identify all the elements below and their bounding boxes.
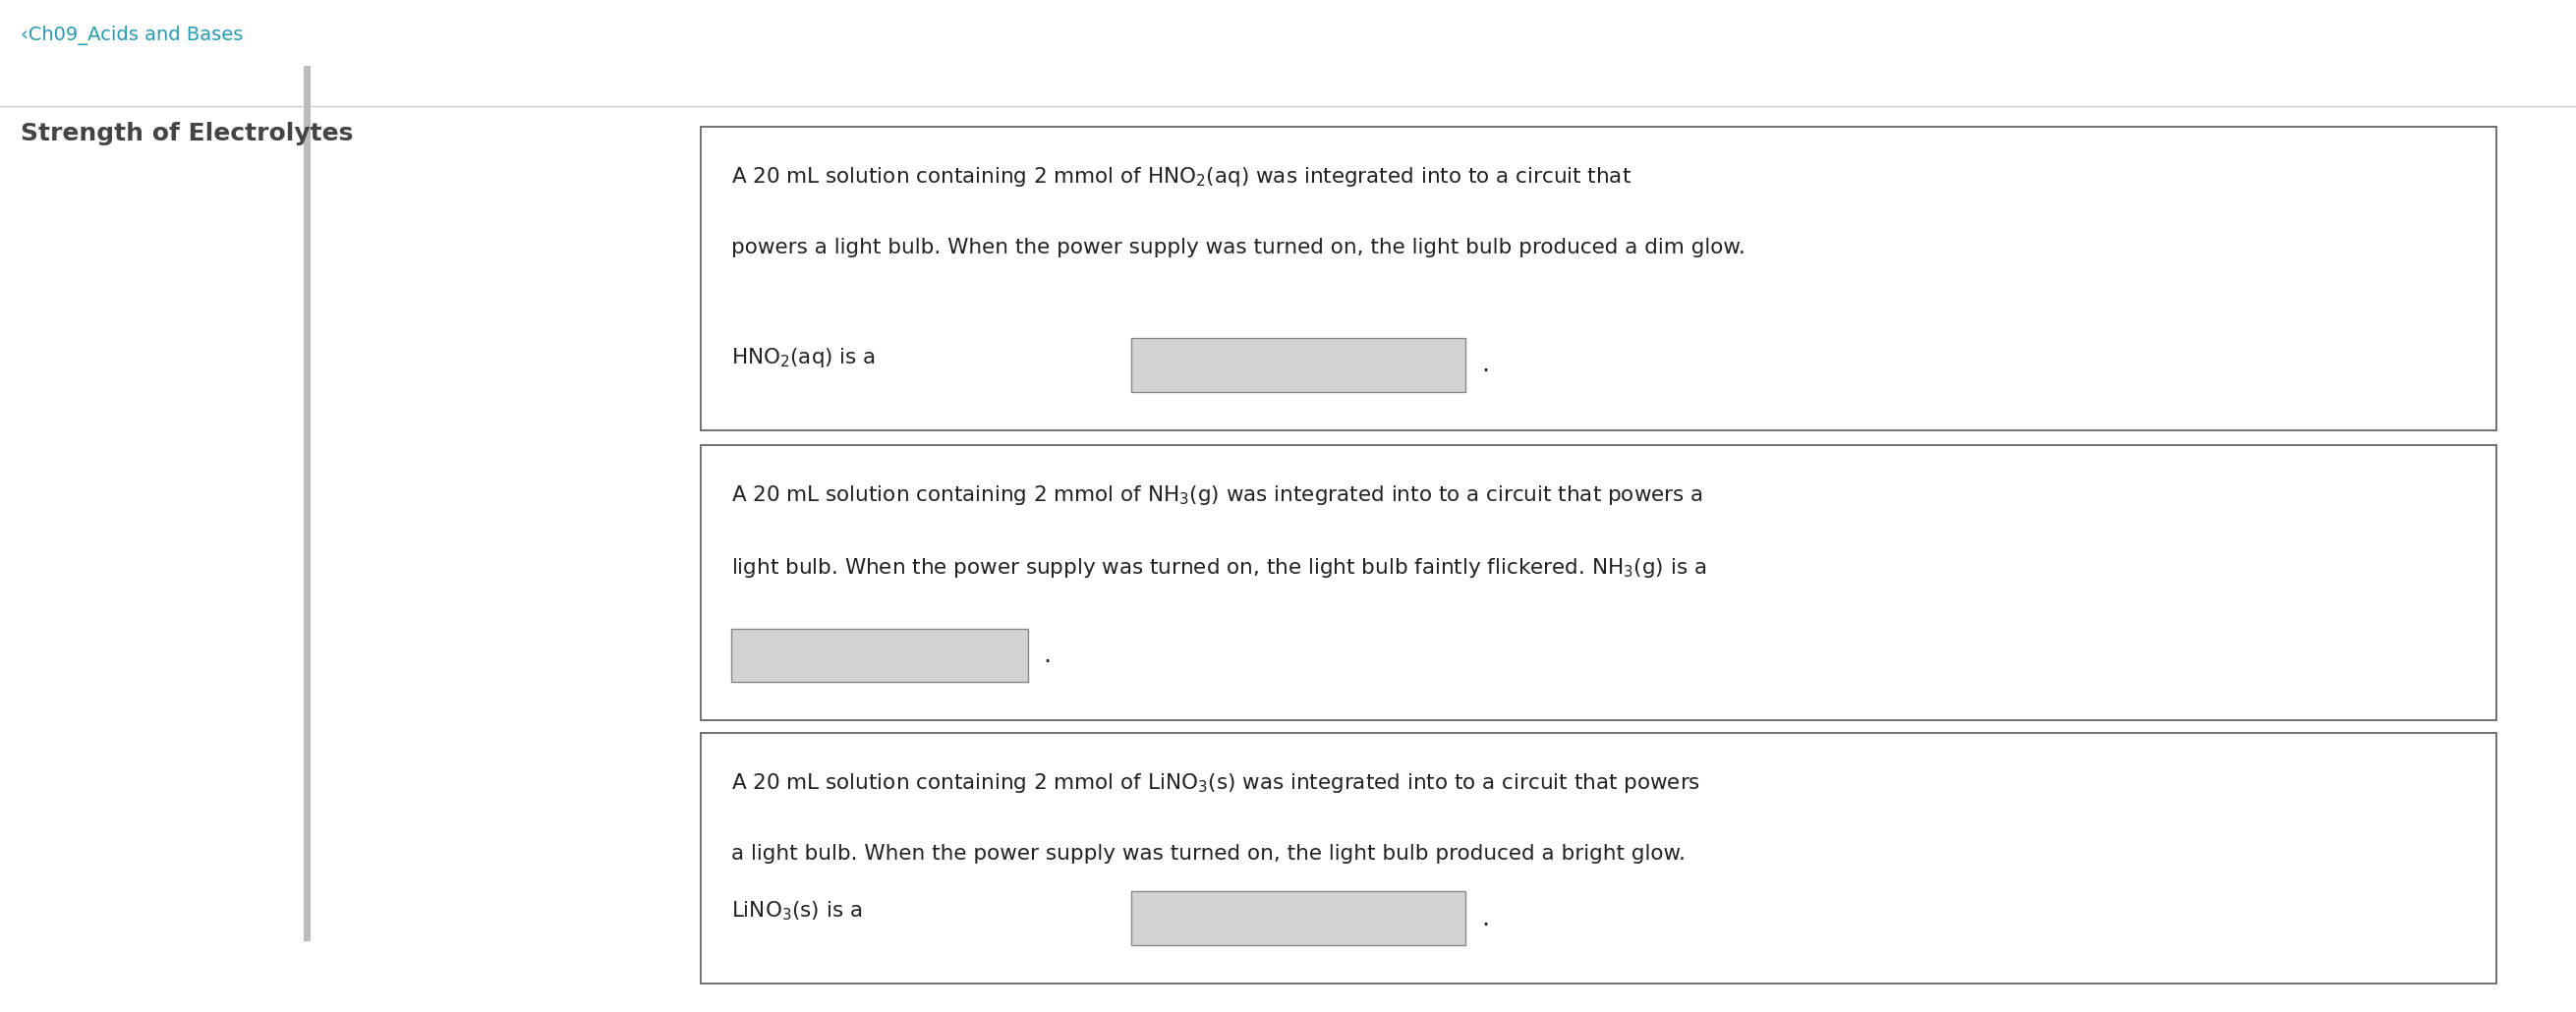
Text: Strength of Electrolytes: Strength of Electrolytes <box>21 121 353 145</box>
Bar <box>732 628 1028 682</box>
Bar <box>304 66 309 941</box>
Text: .: . <box>1481 352 1489 377</box>
Text: ‹Ch09_Acids and Bases: ‹Ch09_Acids and Bases <box>21 25 242 45</box>
Text: A 20 mL solution containing 2 mmol of $\mathregular{NH_3}$(g) was integrated int: A 20 mL solution containing 2 mmol of $\… <box>732 484 1703 507</box>
Text: .: . <box>1481 906 1489 931</box>
Text: powers a light bulb. When the power supply was turned on, the light bulb produce: powers a light bulb. When the power supp… <box>732 238 1747 257</box>
Text: .: . <box>1043 643 1051 668</box>
Bar <box>1131 338 1466 392</box>
Text: A 20 mL solution containing 2 mmol of $\mathregular{LiNO_3}$(s) was integrated i: A 20 mL solution containing 2 mmol of $\… <box>732 771 1700 794</box>
Text: $\mathregular{LiNO_3}$(s) is a: $\mathregular{LiNO_3}$(s) is a <box>732 900 863 923</box>
Bar <box>1131 892 1466 945</box>
Text: $\mathregular{HNO_2}$(aq) is a: $\mathregular{HNO_2}$(aq) is a <box>732 346 876 369</box>
Bar <box>701 733 2496 984</box>
Text: light bulb. When the power supply was turned on, the light bulb faintly flickere: light bulb. When the power supply was tu… <box>732 557 1708 580</box>
Text: A 20 mL solution containing 2 mmol of $\mathregular{HNO_2}$(aq) was integrated i: A 20 mL solution containing 2 mmol of $\… <box>732 165 1633 188</box>
Bar <box>701 126 2496 430</box>
Bar <box>701 445 2496 721</box>
Text: a light bulb. When the power supply was turned on, the light bulb produced a bri: a light bulb. When the power supply was … <box>732 844 1685 863</box>
